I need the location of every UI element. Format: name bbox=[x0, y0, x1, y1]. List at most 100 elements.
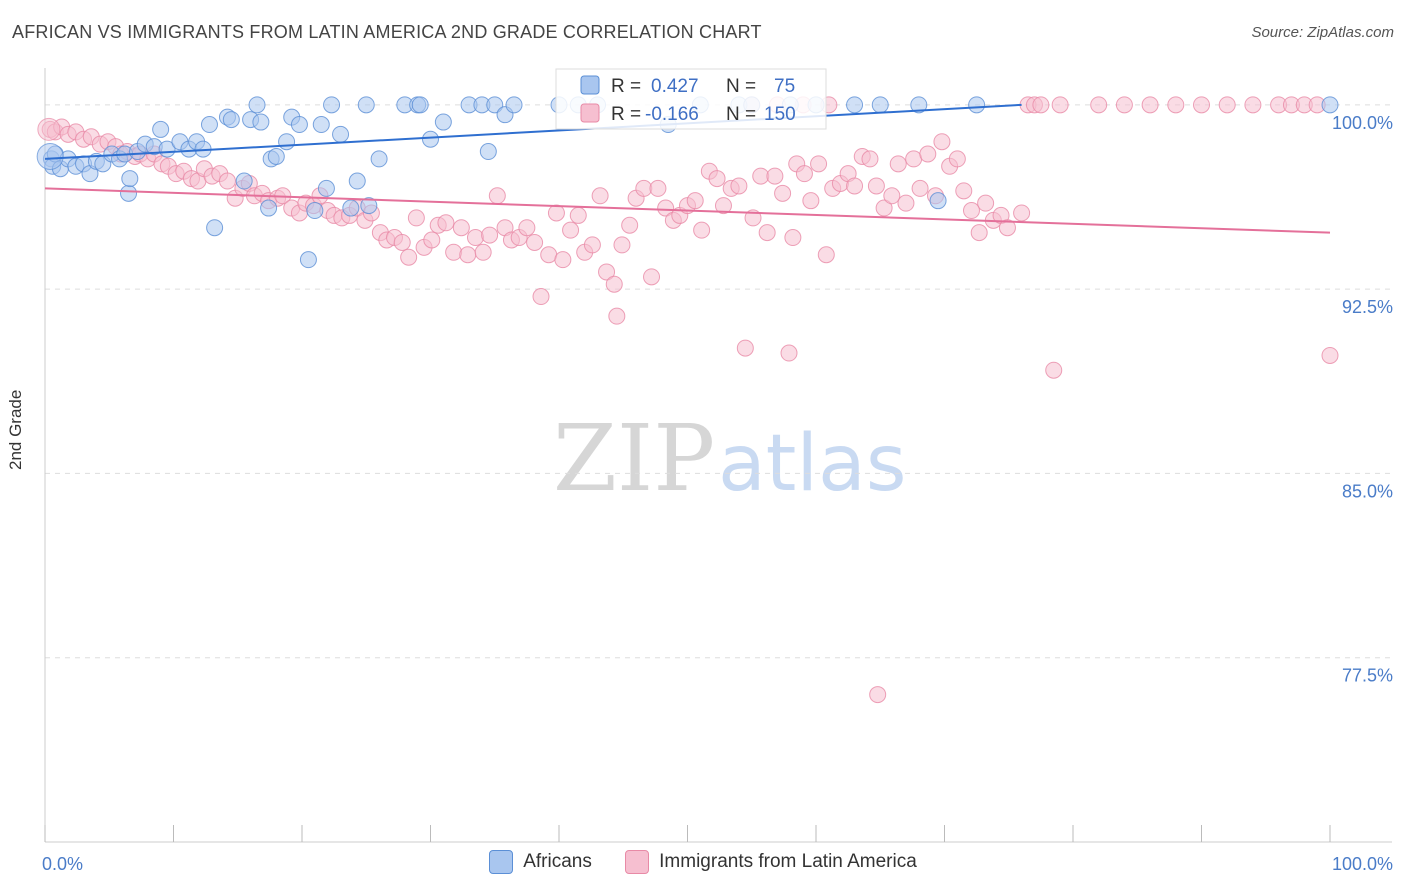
latin-point-144 bbox=[1167, 96, 1185, 114]
africans-point-56 bbox=[479, 143, 497, 161]
africans-point-24 bbox=[200, 116, 218, 134]
latin-point-84 bbox=[643, 268, 661, 286]
bottom-legend-swatch-africans bbox=[489, 850, 514, 874]
latin-point-83 bbox=[635, 179, 653, 197]
latin-point-77 bbox=[598, 263, 616, 281]
y-tick-label-3: 77.5% bbox=[1342, 666, 1393, 686]
latin-point-147 bbox=[1244, 96, 1262, 114]
latin-point-109 bbox=[817, 246, 835, 264]
africans-point-71 bbox=[910, 96, 928, 114]
africans-point-70 bbox=[871, 96, 889, 114]
latin-point-72 bbox=[562, 221, 580, 239]
latin-point-93 bbox=[708, 170, 726, 188]
africans-point-41 bbox=[317, 179, 335, 197]
legend-swatch-latin bbox=[580, 103, 600, 123]
latin-america-points bbox=[37, 96, 1339, 704]
latin-point-70 bbox=[547, 204, 565, 222]
africans-cluster-point bbox=[36, 142, 64, 170]
latin-point-61 bbox=[481, 226, 499, 244]
bottom-legend-latin: Immigrants from Latin America bbox=[625, 850, 917, 874]
africans-point-25 bbox=[206, 219, 224, 237]
latin-point-139 bbox=[1045, 361, 1063, 379]
latin-point-51 bbox=[407, 209, 425, 227]
x-tick-labels: 0.0% 100.0% bbox=[42, 854, 1393, 874]
trendlines bbox=[44, 103, 1331, 234]
latin-point-81 bbox=[621, 216, 639, 234]
africans-point-40 bbox=[312, 116, 330, 134]
latin-point-128 bbox=[955, 182, 973, 200]
y-tick-label-2: 85.0% bbox=[1342, 481, 1393, 501]
legend-r-label-africans: R = bbox=[611, 76, 641, 97]
latin-point-49 bbox=[393, 233, 411, 251]
africans-point-45 bbox=[348, 172, 366, 190]
latin-point-57 bbox=[452, 219, 470, 237]
africans-point-52 bbox=[422, 130, 439, 148]
latin-point-50 bbox=[400, 248, 418, 266]
africans-point-69 bbox=[846, 96, 864, 114]
latin-point-130 bbox=[970, 224, 988, 242]
africans-point-51 bbox=[411, 96, 429, 114]
legend-n-label-africans: N = bbox=[726, 76, 756, 97]
africans-point-42 bbox=[323, 96, 341, 114]
latin-point-71 bbox=[554, 251, 572, 269]
y-tick-label-0: 100.0% bbox=[1332, 113, 1393, 133]
africans-point-13 bbox=[120, 184, 138, 202]
africans-point-18 bbox=[152, 120, 170, 138]
latin-cluster-point bbox=[37, 117, 61, 141]
latin-point-101 bbox=[766, 167, 784, 185]
legend-swatch-africans bbox=[580, 75, 600, 95]
latin-point-152 bbox=[1321, 346, 1339, 364]
legend-n-label-latin: N = bbox=[726, 104, 756, 125]
latin-point-131 bbox=[977, 194, 995, 212]
africans-point-59 bbox=[505, 96, 523, 114]
africans-point-35 bbox=[278, 133, 296, 151]
latin-point-25 bbox=[218, 172, 236, 190]
legend-box bbox=[555, 68, 827, 130]
latin-point-78 bbox=[605, 275, 623, 293]
x-tick-label-0: 0.0% bbox=[42, 854, 83, 874]
latin-point-120 bbox=[897, 194, 915, 212]
legend-n-value-africans: 75 bbox=[774, 76, 795, 97]
latin-point-85 bbox=[649, 179, 667, 197]
africans-point-73 bbox=[968, 96, 986, 114]
africans-point-43 bbox=[332, 125, 350, 143]
africans-point-48 bbox=[370, 150, 388, 168]
latin-point-143 bbox=[1141, 96, 1159, 114]
latin-point-113 bbox=[846, 177, 864, 195]
latin-point-90 bbox=[686, 192, 704, 210]
africans-point-72 bbox=[929, 192, 947, 210]
latin-point-141 bbox=[1090, 96, 1108, 114]
legend-r-value-africans: 0.427 bbox=[651, 76, 699, 97]
latin-point-80 bbox=[608, 307, 626, 325]
latin-point-53 bbox=[423, 231, 441, 249]
africans-point-14 bbox=[121, 170, 139, 188]
latin-point-102 bbox=[774, 184, 792, 202]
latin-point-129 bbox=[962, 202, 980, 220]
latin-point-56 bbox=[445, 243, 463, 261]
latin-point-134 bbox=[998, 219, 1016, 237]
latin-point-125 bbox=[933, 133, 951, 151]
latin-point-106 bbox=[795, 165, 813, 183]
latin-point-68 bbox=[532, 288, 550, 306]
africans-point-44 bbox=[342, 199, 360, 217]
latin-point-127 bbox=[948, 150, 966, 168]
latin-point-115 bbox=[861, 150, 879, 168]
latin-point-121 bbox=[905, 150, 923, 168]
latin-point-79 bbox=[613, 236, 631, 254]
latin-point-60 bbox=[474, 243, 492, 261]
africans-point-31 bbox=[252, 113, 270, 131]
latin-point-94 bbox=[714, 197, 732, 215]
latin-trendline bbox=[44, 187, 1331, 234]
africans-point-37 bbox=[290, 116, 308, 134]
latin-point-145 bbox=[1193, 96, 1210, 114]
latin-point-76 bbox=[591, 187, 609, 205]
latin-point-104 bbox=[784, 229, 802, 247]
bottom-legend-label-latin: Immigrants from Latin America bbox=[659, 851, 917, 872]
africans-point-53 bbox=[434, 113, 452, 131]
latin-point-153 bbox=[869, 686, 887, 704]
legend-r-label-latin: R = bbox=[611, 104, 641, 125]
africans-trendline bbox=[44, 103, 1022, 160]
africans-point-39 bbox=[306, 202, 324, 220]
latin-point-96 bbox=[730, 177, 748, 195]
latin-point-99 bbox=[752, 167, 770, 185]
